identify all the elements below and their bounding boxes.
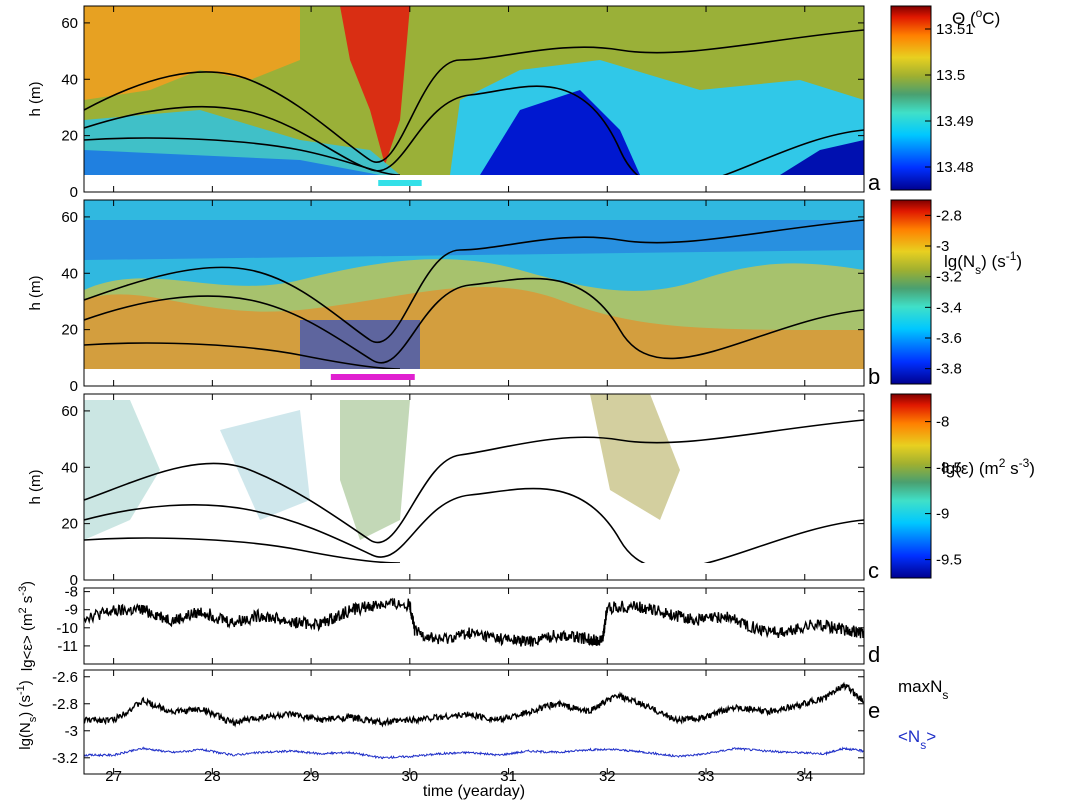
y-axis-d: -8-9-10-11 — [56, 584, 864, 655]
x-axis-label: time (yearday) — [423, 783, 525, 800]
y-tick-label-c-1: 20 — [61, 516, 78, 533]
panel-d: -8-9-10-11 lg<ε> (m2 s-3) d — [17, 581, 880, 671]
y-tick-label-d-3: -11 — [57, 638, 78, 655]
y-tick-label-a-0: 0 — [70, 184, 78, 201]
cb-tick-label-a-2: 13.49 — [936, 113, 974, 130]
cb-tick-label-c-1: -8.5 — [936, 460, 962, 477]
x-tick-label-5: 32 — [599, 768, 616, 785]
y-tick-label-e-2: -3 — [65, 723, 78, 740]
heatmap-b — [84, 200, 864, 369]
y-tick-label-b-2: 40 — [61, 265, 78, 282]
cb-tick-label-b-0: -2.8 — [936, 207, 962, 224]
cb-tick-label-b-5: -3.8 — [936, 361, 962, 378]
cb-tick-label-b-3: -3.4 — [936, 299, 962, 316]
axes-frame-e — [83, 669, 865, 775]
legend-meanNs: <Ns> — [898, 727, 936, 752]
y-tick-label-d-0: -8 — [65, 584, 78, 601]
marker-bar-b — [330, 374, 415, 380]
x-ticks-c — [113, 394, 806, 580]
y-axis-label-e: lg(Ns) (s-1) — [15, 680, 39, 749]
x-tick-label-1: 28 — [204, 768, 221, 785]
x-ticks-a — [113, 6, 806, 192]
panel-label-e: e — [868, 698, 880, 723]
y-tick-label-e-3: -3.2 — [52, 750, 78, 767]
cb-tick-label-c-2: -9 — [936, 506, 949, 523]
cb-tick-label-b-1: -3 — [936, 238, 949, 255]
colorbar-b: -2.8-3-3.2-3.4-3.6-3.8 lg(Ns) (s-1) — [890, 199, 1022, 385]
y-tick-label-a-3: 60 — [61, 15, 78, 32]
y-tick-label-a-2: 40 — [61, 71, 78, 88]
axes-frame-b — [83, 199, 865, 387]
x-tick-label-4: 31 — [500, 768, 517, 785]
axes-frame-d — [83, 587, 865, 665]
y-tick-label-c-3: 60 — [61, 403, 78, 420]
y-axis-b: 0 20 40 60 — [61, 209, 864, 395]
axes-frame-a — [83, 5, 865, 193]
series-line-d — [84, 597, 864, 647]
y-axis-label-c: h (m) — [27, 470, 44, 505]
series-line-maxNs — [84, 681, 864, 728]
legend-maxNs: maxNs — [898, 677, 948, 702]
x-tick-label-2: 29 — [303, 768, 320, 785]
series-line-meanNs — [84, 746, 864, 760]
x-tick-label-3: 30 — [401, 768, 418, 785]
y-tick-label-c-2: 40 — [61, 459, 78, 476]
y-tick-label-b-0: 0 — [70, 378, 78, 395]
x-tick-label-6: 33 — [698, 768, 715, 785]
panel-c: 0 20 40 60 h (m) c -8 -8.5 -9 -9.5 lg(ε) (m2 s… — [27, 393, 1035, 589]
heatmap-a — [84, 6, 864, 175]
cb-tick-label-c-0: -8 — [936, 414, 949, 431]
colorbar-ticks-c: -8 -8.5 -9 -9.5 — [925, 414, 962, 569]
x-ticks-d — [113, 588, 806, 664]
y-tick-label-e-1: -2.8 — [52, 696, 78, 713]
panel-a: 0 20 40 60 h (m) a 13.51 13.5 13.49 13.48 Θ (o… — [27, 5, 1000, 201]
colorbar-ticks-a: 13.51 13.5 13.49 13.48 — [925, 21, 974, 176]
panel-label-b: b — [868, 364, 880, 389]
y-tick-label-b-3: 60 — [61, 209, 78, 226]
colorbar-label-c: lg(ε) (m2 s-3) — [942, 456, 1035, 478]
y-tick-label-e-0: -2.6 — [52, 669, 78, 686]
panel-label-a: a — [868, 170, 881, 195]
y-tick-label-a-1: 20 — [61, 128, 78, 145]
colorbar-ticks-b: -2.8 -3 -3.2 -3.4 -3.6 -3.8 — [925, 207, 962, 378]
panel-label-c: c — [868, 558, 879, 583]
cb-tick-label-c-3: -9.5 — [936, 552, 962, 569]
y-axis-label-a: h (m) — [27, 82, 44, 117]
cb-tick-label-b-4: -3.6 — [936, 330, 962, 347]
x-tick-label-0: 27 — [105, 768, 122, 785]
x-ticks-e — [113, 670, 806, 774]
x-tick-labels: 27 28 29 30 31 32 33 34 — [105, 768, 813, 785]
cb-tick-label-a-1: 13.5 — [936, 67, 965, 84]
y-tick-label-d-1: -9 — [65, 602, 78, 619]
y-tick-label-c-0: 0 — [70, 572, 78, 589]
colorbar-c: -8 -8.5 -9 -9.5 lg(ε) (m2 s-3) — [890, 393, 1035, 579]
colorbar-label-a: Θ (oC) — [952, 6, 1000, 28]
y-axis-label-d: lg<ε> (m2 s-3) — [17, 581, 36, 671]
colorbar-a: 13.51 13.5 13.49 13.48 Θ (oC) — [890, 5, 1000, 191]
cb-tick-label-a-0: 13.51 — [936, 21, 974, 38]
y-axis-a: 0 20 40 60 — [61, 15, 864, 201]
heatmap-c — [84, 394, 864, 563]
cb-tick-label-b-2: -3.2 — [936, 269, 962, 286]
y-axis-label-b: h (m) — [27, 276, 44, 311]
cb-tick-label-a-3: 13.48 — [936, 159, 974, 176]
panel-label-d: d — [868, 642, 880, 667]
y-tick-label-b-1: 20 — [61, 322, 78, 339]
axes-frame-c — [83, 393, 865, 581]
x-tick-label-7: 34 — [796, 768, 813, 785]
y-axis-e: -2.6 -2.8 -3 -3.2 — [52, 669, 864, 767]
y-tick-label-d-2: -10 — [56, 620, 78, 637]
x-ticks-b — [113, 200, 806, 386]
panel-e: -2.6 -2.8 -3 -3.2 lg(Ns) (s-1) e maxNs <Ns> — [15, 669, 948, 775]
y-axis-c: 0 20 40 60 — [61, 403, 864, 589]
marker-bar-a — [378, 180, 422, 186]
